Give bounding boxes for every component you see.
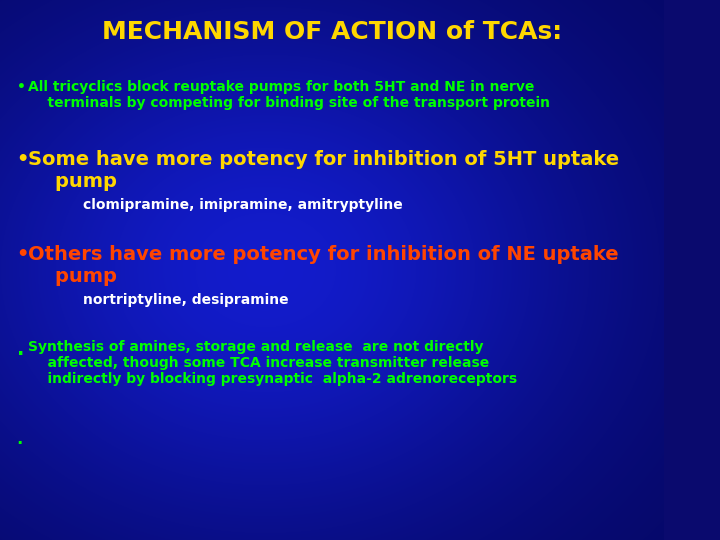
Text: Some have more potency for inhibition of 5HT uptake: Some have more potency for inhibition of…	[27, 150, 618, 169]
Text: •: •	[17, 80, 25, 94]
Text: •: •	[17, 150, 29, 169]
Text: Others have more potency for inhibition of NE uptake: Others have more potency for inhibition …	[27, 245, 618, 264]
Text: MECHANISM OF ACTION of TCAs:: MECHANISM OF ACTION of TCAs:	[102, 20, 562, 44]
Text: .: .	[17, 430, 23, 448]
Text: indirectly by blocking presynaptic  alpha-2 adrenoreceptors: indirectly by blocking presynaptic alpha…	[27, 372, 517, 386]
Text: •: •	[17, 245, 29, 264]
Text: terminals by competing for binding site of the transport protein: terminals by competing for binding site …	[27, 96, 549, 110]
Text: affected, though some TCA increase transmitter release: affected, though some TCA increase trans…	[27, 356, 489, 370]
Text: pump: pump	[27, 267, 117, 286]
Text: pump: pump	[27, 172, 117, 191]
Text: .: .	[17, 340, 24, 359]
Text: All tricyclics block reuptake pumps for both 5HT and NE in nerve: All tricyclics block reuptake pumps for …	[27, 80, 534, 94]
Text: clomipramine, imipramine, amitryptyline: clomipramine, imipramine, amitryptyline	[83, 198, 402, 212]
Text: nortriptyline, desipramine: nortriptyline, desipramine	[83, 293, 289, 307]
Text: Synthesis of amines, storage and release  are not directly: Synthesis of amines, storage and release…	[27, 340, 483, 354]
